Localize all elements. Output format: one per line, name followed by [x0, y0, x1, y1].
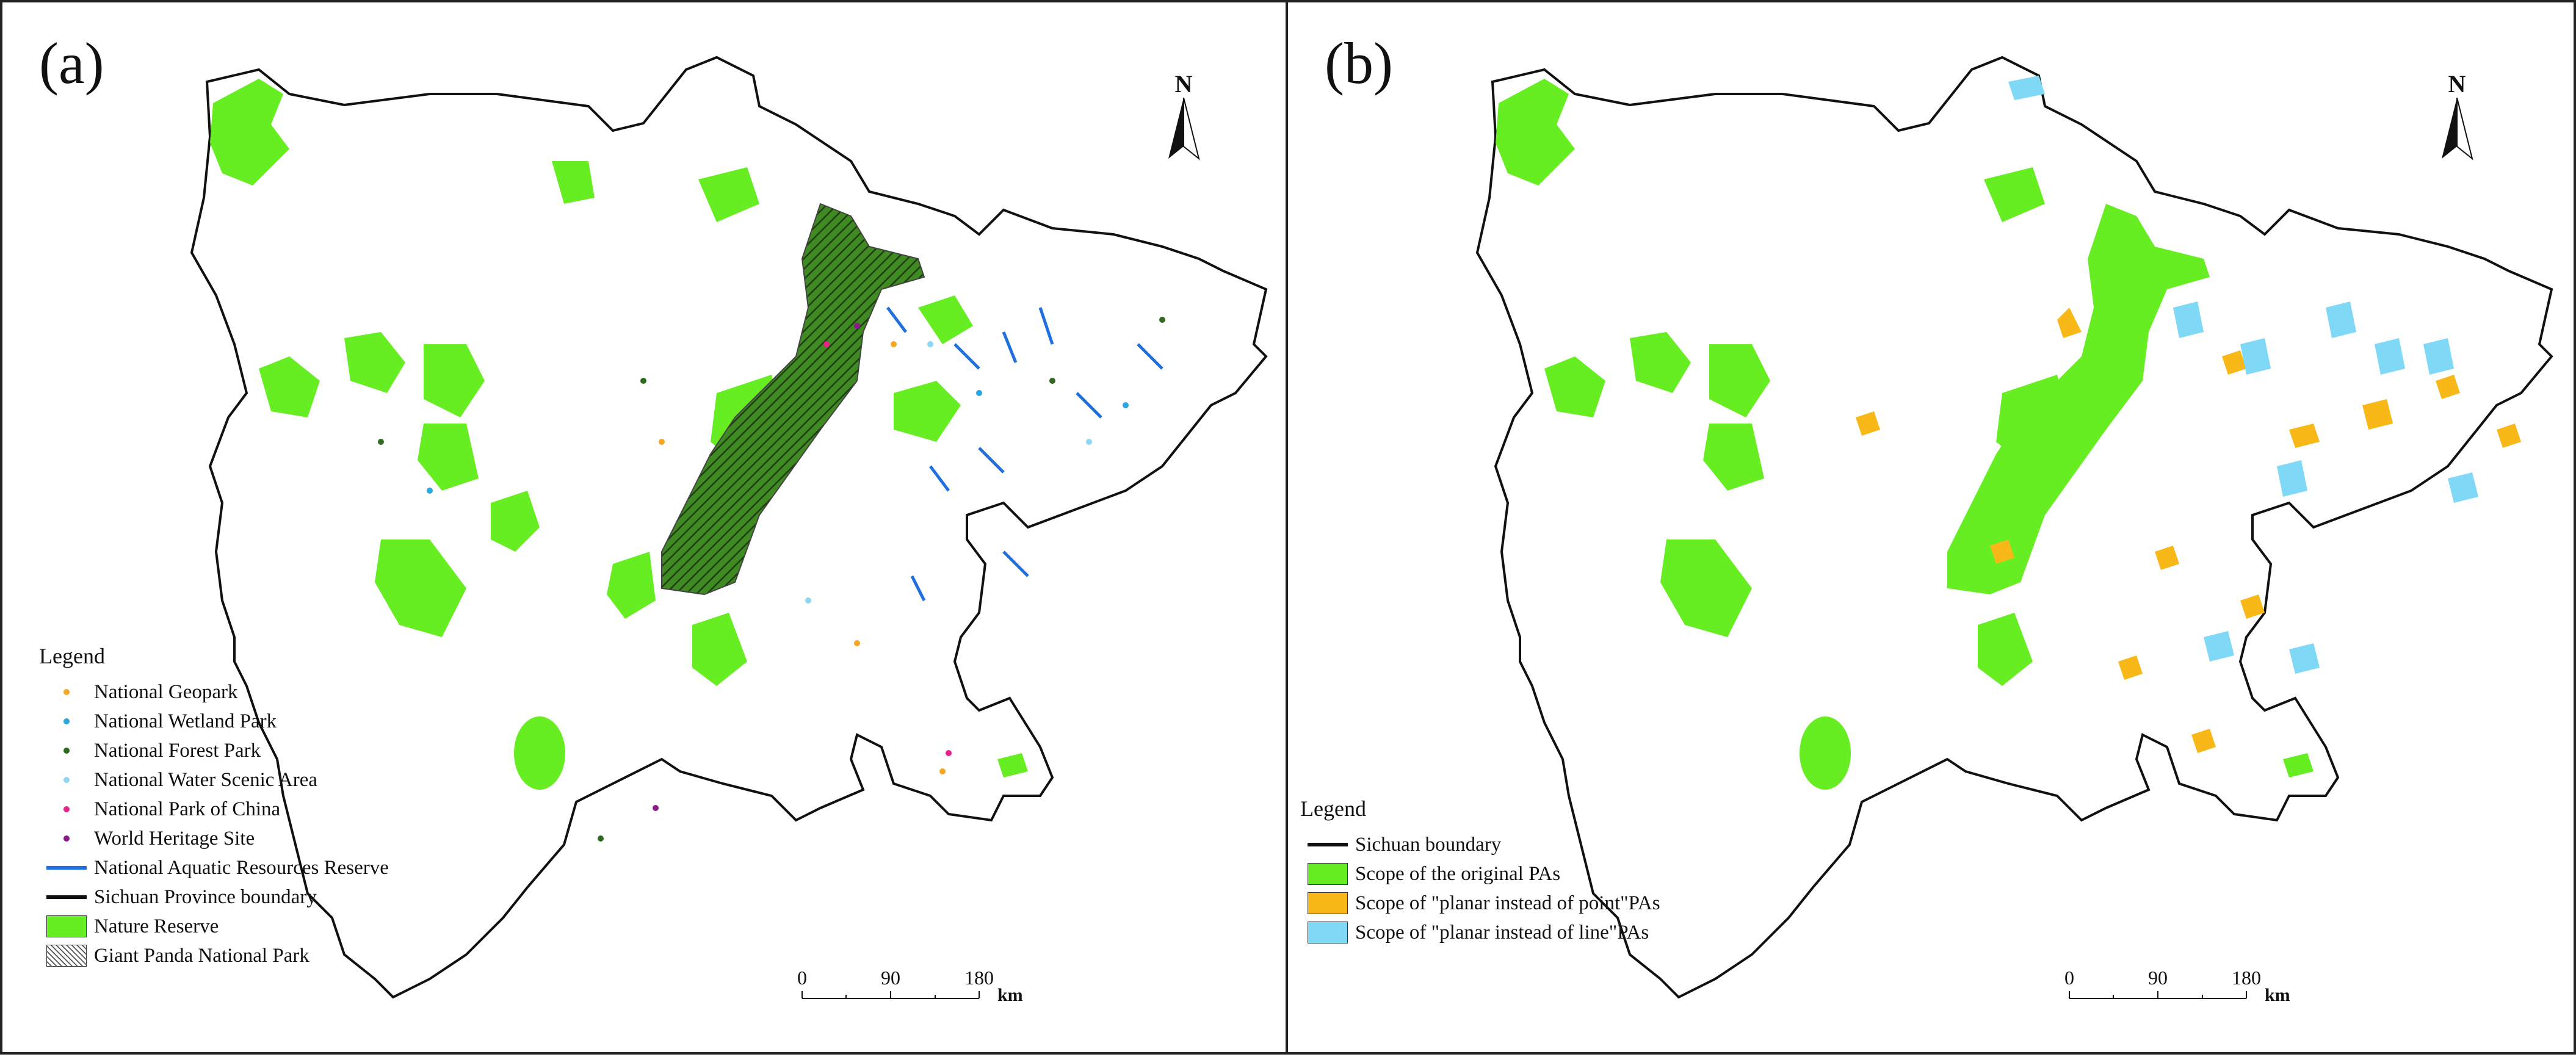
aquatic-resource-lines	[886, 306, 1163, 602]
north-arrow-icon	[1168, 98, 1200, 161]
north-arrow-icon	[2442, 98, 2473, 161]
legend-item-planar-instead-of-line: Scope of "planar instead of line"PAs	[1300, 918, 1660, 947]
planar-instead-of-line-pas	[2008, 76, 2478, 674]
scale-bar: 0 90 180 km	[2064, 967, 2290, 1005]
point-sites	[378, 317, 1165, 842]
legend-item-province-boundary: Sichuan Province boundary	[39, 882, 389, 912]
scale-bar-graphic	[801, 991, 980, 999]
north-arrow: N	[1162, 70, 1205, 173]
giant-panda-national-park	[661, 203, 925, 596]
legend-item-wetland-park: National Wetland Park	[39, 707, 389, 736]
legend-item-aquatic-reserve: National Aquatic Resources Reserve	[39, 853, 389, 882]
legend-item-forest-park: National Forest Park	[39, 736, 389, 765]
legend-item-water-scenic-area: National Water Scenic Area	[39, 765, 389, 795]
legend-item-original-pas: Scope of the original PAs	[1300, 859, 1660, 889]
panel-label: (b)	[1325, 31, 1393, 96]
legend-item-giant-panda-park: Giant Panda National Park	[39, 941, 389, 970]
planar-instead-of-point-pas	[1856, 308, 2521, 753]
legend-title: Legend	[1300, 796, 1366, 821]
scale-bar: 0 90 180 km	[797, 967, 1023, 1005]
legend-item-sichuan-boundary: Sichuan boundary	[1300, 830, 1660, 859]
legend-item-world-heritage: World Heritage Site	[39, 824, 389, 853]
panel-b: (b)	[1288, 0, 2576, 1055]
legend-item-planar-instead-of-point: Scope of "planar instead of point"PAs	[1300, 889, 1660, 918]
panel-a: (a)	[0, 0, 1288, 1055]
legend: Legend National Geopark National Wetland…	[39, 643, 389, 970]
legend-item-nature-reserve: Nature Reserve	[39, 912, 389, 941]
panel-label: (a)	[39, 31, 104, 96]
sichuan-map	[1475, 56, 2553, 999]
legend-item-national-park: National Park of China	[39, 795, 389, 824]
scale-bar-graphic	[2069, 991, 2247, 999]
original-pas	[1496, 79, 2314, 790]
legend-item-geopark: National Geopark	[39, 677, 389, 707]
north-arrow: N	[2436, 70, 2478, 173]
legend: Legend Sichuan boundary Scope of the ori…	[1300, 796, 1660, 947]
sichuan-map	[190, 56, 1268, 999]
legend-title: Legend	[39, 644, 105, 668]
